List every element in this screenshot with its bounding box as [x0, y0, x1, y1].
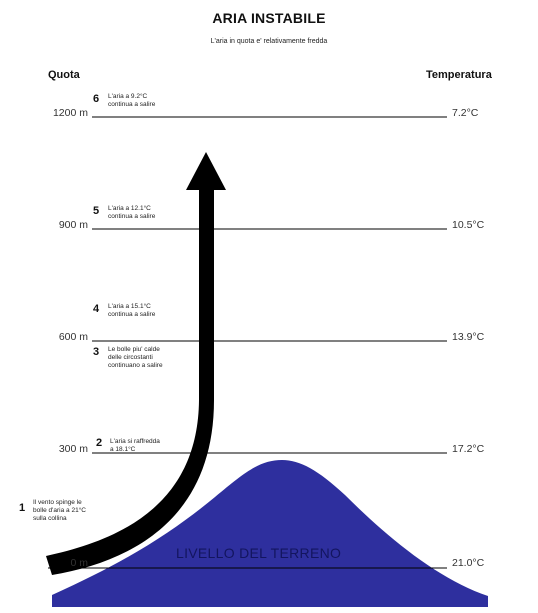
temperature-header: Temperatura	[426, 69, 492, 81]
step-6-text: L'aria a 9.2°C continua a salire	[108, 93, 156, 108]
step-1-text: Il vento spinge le bolle d'aria a 21°C s…	[33, 499, 86, 522]
temperature-label-1200: 7.2°C	[452, 107, 479, 119]
hill-shape	[52, 460, 488, 607]
step-4-number: 4	[93, 303, 100, 315]
temperature-label-0: 21.0°C	[452, 557, 485, 569]
step-5-number: 5	[93, 205, 100, 217]
altitude-label-900: 900 m	[58, 219, 88, 231]
step-2-text: L'aria si raffredda a 18.1°C	[110, 438, 160, 453]
step-4-text: L'aria a 15.1°C continua a salire	[108, 303, 156, 318]
diagram-subtitle: L'aria in quota e' relativamente fredda	[210, 38, 328, 45]
step-1-number: 1	[19, 502, 26, 514]
temperature-label-600: 13.9°C	[452, 331, 485, 343]
rising-air-arrow	[46, 152, 226, 575]
step-3-text: Le bolle piu' calde delle circostanti co…	[108, 346, 163, 369]
ground-level-label: LIVELLO DEL TERRENO	[176, 545, 342, 561]
step-2-number: 2	[96, 437, 103, 449]
altitude-header: Quota	[48, 69, 80, 81]
altitude-label-600: 600 m	[58, 331, 88, 343]
step-5-text: L'aria a 12.1°C continua a salire	[108, 205, 156, 220]
diagram-title: ARIA INSTABILE	[212, 10, 326, 26]
step-6-number: 6	[93, 93, 100, 105]
step-3-number: 3	[93, 346, 100, 358]
altitude-label-0: 0 m	[70, 557, 88, 569]
temperature-label-900: 10.5°C	[452, 219, 485, 231]
altitude-label-1200: 1200 m	[52, 107, 88, 119]
temperature-label-300: 17.2°C	[452, 443, 485, 455]
altitude-label-300: 300 m	[58, 443, 88, 455]
